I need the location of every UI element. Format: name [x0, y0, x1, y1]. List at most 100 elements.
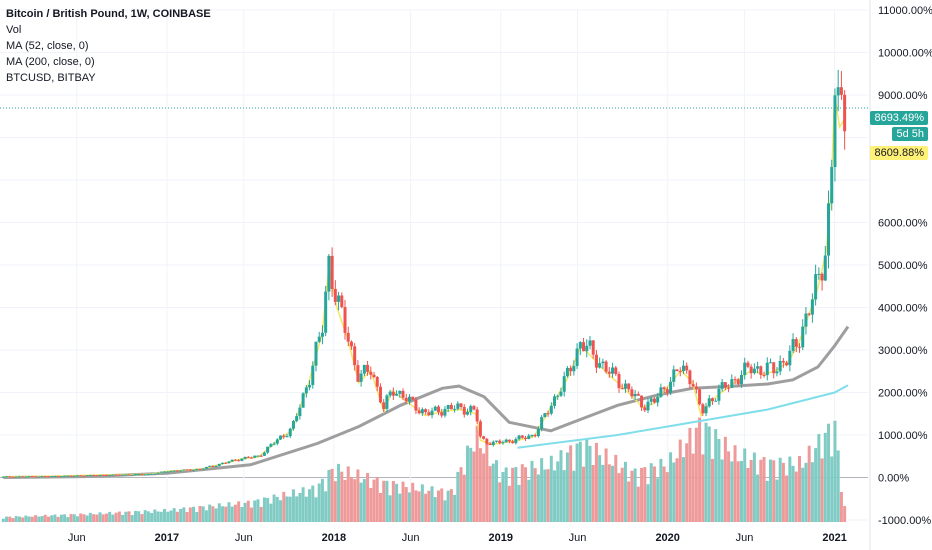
candle-body — [98, 474, 102, 476]
candle-body — [214, 465, 218, 467]
candle-body — [369, 371, 373, 375]
candle-body — [575, 348, 579, 367]
volume-bar — [195, 512, 199, 522]
candle-body — [121, 474, 125, 476]
volume-bar — [649, 463, 653, 522]
candle-body — [275, 439, 279, 444]
volume-bar — [192, 506, 196, 522]
volume-bar — [420, 484, 424, 522]
volume-bar — [446, 490, 450, 522]
chart-legend: Bitcoin / British Pound, 1W, COINBASE Vo… — [6, 6, 211, 86]
candle-body — [436, 406, 440, 413]
candle-body — [694, 386, 698, 390]
volume-bar — [114, 512, 118, 522]
volume-bar — [611, 465, 615, 522]
candle-body — [137, 474, 141, 476]
legend-ma52[interactable]: MA (52, close, 0) — [6, 40, 89, 52]
candle-body — [801, 326, 805, 348]
legend-compare[interactable]: BTCUSD, BITBAY — [6, 72, 96, 84]
candle-body — [588, 340, 592, 346]
volume-bar — [759, 459, 763, 522]
y-tick-label: 9000.00% — [878, 90, 928, 102]
volume-bar — [804, 462, 808, 522]
volume-bar — [665, 472, 669, 522]
candle-body — [188, 469, 192, 471]
volume-bar — [424, 493, 428, 522]
candle-body — [495, 440, 499, 442]
volume-bar — [678, 439, 682, 522]
volume-bar — [50, 515, 54, 522]
volume-bar — [169, 510, 173, 522]
candle-body — [388, 391, 392, 396]
volume-bar — [739, 461, 743, 522]
volume-bar — [672, 462, 676, 522]
volume-bar — [179, 508, 183, 522]
candle-body — [124, 474, 128, 476]
y-tick-label: 2000.00% — [878, 388, 928, 400]
candle-body — [507, 439, 511, 442]
volume-bar — [291, 489, 295, 522]
volume-bar — [482, 453, 486, 522]
volume-bar — [140, 514, 144, 522]
volume-bar — [749, 460, 753, 522]
candle-body — [749, 366, 753, 374]
candle-body — [701, 404, 705, 414]
volume-bar — [185, 511, 189, 522]
volume-bar — [175, 511, 179, 522]
volume-bar — [465, 445, 469, 522]
candle-body — [317, 336, 321, 342]
candle-body — [707, 398, 711, 407]
candle-body — [730, 379, 734, 388]
y-tick-label: 1000.00% — [878, 430, 928, 442]
volume-bar — [369, 487, 373, 522]
candle-body — [111, 474, 115, 476]
candle-body — [594, 354, 598, 368]
volume-bar — [607, 464, 611, 522]
volume-bar — [279, 500, 283, 522]
candle-body — [17, 476, 21, 478]
volume-bar — [156, 511, 160, 522]
x-tick-label: Jun — [402, 532, 420, 544]
volume-bar — [72, 514, 76, 522]
volume-bar — [501, 471, 505, 522]
candle-body — [353, 346, 357, 366]
candle-body — [166, 471, 170, 473]
volume-bar — [314, 497, 318, 522]
volume-bar — [565, 452, 569, 522]
candle-body — [198, 468, 202, 470]
candle-body — [823, 255, 827, 281]
candle-body — [159, 471, 163, 473]
legend-ma200[interactable]: MA (200, close, 0) — [6, 56, 95, 68]
candle-body — [785, 362, 789, 366]
candle-body — [320, 332, 324, 337]
legend-volume[interactable]: Vol — [6, 24, 22, 36]
candle-body — [285, 436, 289, 438]
candle-body — [807, 313, 811, 315]
ma200-line — [517, 384, 849, 449]
volume-bar — [82, 514, 86, 522]
volume-bar — [414, 490, 418, 522]
candle-body — [659, 387, 663, 397]
volume-bar — [768, 459, 772, 522]
candle-body — [646, 401, 650, 411]
volume-bar — [717, 438, 721, 522]
volume-bar — [701, 454, 705, 522]
volume-bar — [217, 503, 221, 522]
volume-bar — [53, 514, 57, 522]
volume-bar — [417, 491, 421, 522]
volume-bar — [582, 466, 586, 522]
candle-body — [21, 476, 25, 478]
candle-body — [617, 374, 621, 389]
volume-bar — [359, 482, 363, 522]
legend-symbol[interactable]: Bitcoin / British Pound, 1W, COINBASE — [6, 8, 211, 20]
volume-bar — [130, 515, 134, 522]
volume-bar — [230, 506, 234, 522]
y-tick-label: 4000.00% — [878, 303, 928, 315]
volume-bar — [433, 497, 437, 522]
candle-body — [398, 390, 402, 394]
volume-bar — [75, 516, 79, 522]
volume-bar — [304, 496, 308, 522]
candle-body — [814, 274, 818, 300]
candle-body — [66, 475, 70, 477]
